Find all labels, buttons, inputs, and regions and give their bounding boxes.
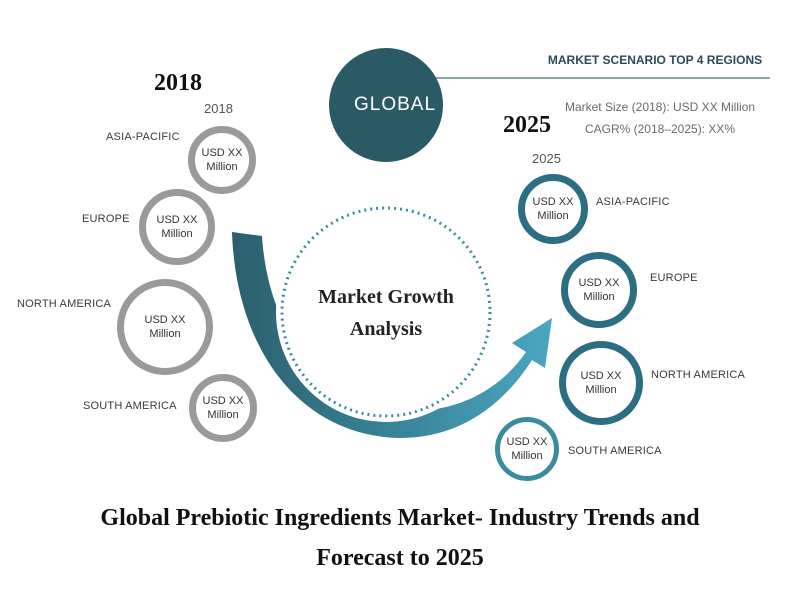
bubble-value: USD XX Million [201, 147, 243, 173]
bubble-2018-south-america: USD XX Million [189, 374, 257, 442]
bubble-value: USD XX Million [578, 277, 620, 303]
bubble-value: USD XX Million [156, 214, 198, 240]
global-label: GLOBAL [354, 94, 437, 115]
global-circle [329, 48, 443, 162]
region-label-2025-asia-pacific: ASIA-PACIFIC [596, 196, 670, 208]
year-2025-label: 2025 [532, 151, 561, 166]
region-label-2025-europe: EUROPE [650, 272, 698, 284]
region-label-2025-north-america: NORTH AMERICA [651, 369, 746, 381]
footer-title-line2: Forecast to 2025 [316, 545, 484, 571]
bubble-value: USD XX Million [580, 370, 622, 396]
scenario-market-size: Market Size (2018): USD XX Million [564, 100, 756, 114]
bubble-2025-south-america: USD XX Million [495, 417, 559, 481]
year-2018-heading: 2018 [154, 70, 202, 96]
center-label: Market Growth Analysis [318, 286, 454, 340]
region-label-2018-north-america: NORTH AMERICA [17, 298, 112, 310]
region-label-2018-europe: EUROPE [82, 213, 130, 225]
region-label-2025-south-america: SOUTH AMERICA [568, 445, 662, 457]
bubble-2025-north-america: USD XX Million [559, 341, 643, 425]
bubble-value: USD XX Million [532, 196, 574, 222]
bubble-2018-north-america: USD XX Million [117, 279, 213, 375]
bubble-2018-europe: USD XX Million [139, 189, 215, 265]
year-2025-heading: 2025 [503, 112, 551, 138]
bubble-2018-asia-pacific: USD XX Million [188, 126, 256, 194]
center-circle [276, 202, 496, 422]
region-label-2018-asia-pacific: ASIA-PACIFIC [106, 131, 180, 143]
footer-title: Global Prebiotic Ingredients Market- Ind… [0, 498, 800, 578]
center-dotted-ring [280, 206, 492, 418]
bubble-2025-europe: USD XX Million [561, 252, 637, 328]
footer-title-line1: Global Prebiotic Ingredients Market- Ind… [100, 505, 700, 531]
scenario-title: MARKET SCENARIO TOP 4 REGIONS [547, 53, 763, 67]
region-label-2018-south-america: SOUTH AMERICA [83, 400, 177, 412]
bubble-value: USD XX Million [144, 314, 186, 340]
year-2018-label: 2018 [204, 101, 233, 116]
bubble-value: USD XX Million [506, 436, 548, 462]
scenario-cagr: CAGR% (2018–2025): XX% [584, 122, 736, 136]
bubble-2025-asia-pacific: USD XX Million [518, 174, 588, 244]
bubble-value: USD XX Million [202, 395, 244, 421]
